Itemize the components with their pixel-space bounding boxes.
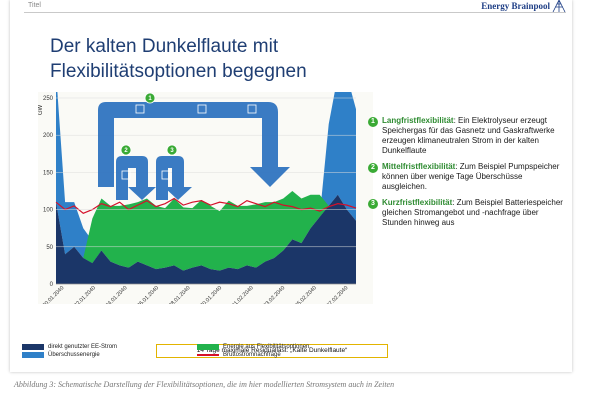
legend-swatch bbox=[197, 344, 219, 350]
title-line-2: Flexibilitätsoptionen begegnen bbox=[50, 61, 307, 82]
legend-label: Überschussenergie bbox=[48, 352, 100, 358]
arrow-short-term bbox=[156, 156, 192, 200]
pumped-storage-icon bbox=[121, 170, 131, 180]
power-plant-icon bbox=[247, 104, 257, 114]
list-item: 3 Kurzfristflexibilität: Zum Beispiel Ba… bbox=[368, 198, 568, 228]
arrow-long-term bbox=[98, 102, 290, 187]
legend-label: Bruttostromnachfrage bbox=[223, 352, 281, 358]
y-tick-label: 0 bbox=[50, 282, 54, 288]
electrolyser-icon bbox=[135, 104, 145, 114]
line-demand bbox=[55, 197, 357, 215]
legend-label: direkt genutzter EE-Strom bbox=[48, 344, 118, 350]
number-badge: 2 bbox=[368, 163, 378, 173]
chart-canvas: 0 50 100 150 200 250 GW 20.01.2040 22.01.2040 24.… bbox=[38, 92, 357, 304]
flexibility-chart: 0 50 100 150 200 250 GW 20.01.2040 22.01.2040 24.… bbox=[38, 92, 388, 358]
number-badge: 1 bbox=[368, 117, 378, 127]
x-tick-label: 03.02.2040 bbox=[263, 285, 287, 304]
pylon-icon bbox=[552, 0, 566, 12]
area-flex bbox=[56, 191, 356, 271]
x-tick-label: 24.01.2040 bbox=[105, 285, 129, 304]
gas-tank-icon bbox=[197, 104, 207, 114]
chart-legend: direkt genutzter EE-Strom Überschussener… bbox=[22, 344, 362, 368]
point-heading: Mittelfristflexibilität bbox=[382, 162, 456, 171]
legend-item-direct: direkt genutzter EE-Strom bbox=[22, 344, 117, 350]
legend-item-surplus: Überschussenergie bbox=[22, 352, 100, 358]
list-item: 2 Mittelfristflexibilität: Zum Beispiel … bbox=[368, 162, 568, 192]
x-tick-label: 22.01.2040 bbox=[73, 285, 97, 304]
y-axis-label: GW bbox=[38, 105, 44, 116]
x-tick-label: 26.01.2040 bbox=[136, 285, 160, 304]
arrow-number: 3 bbox=[170, 148, 174, 154]
arrow-number: 1 bbox=[148, 96, 152, 102]
point-heading: Langfristflexibilität bbox=[382, 116, 454, 125]
x-tick-label: 01.02.2040 bbox=[231, 285, 255, 304]
arrow-number-badge bbox=[166, 144, 178, 156]
page-title: Der kalten Dunkelflaute mit Flexibilität… bbox=[50, 34, 410, 84]
legend-item-demand: Bruttostromnachfrage bbox=[197, 352, 281, 358]
x-tick-label: 07.02.2040 bbox=[326, 285, 350, 304]
slide-label: Titel bbox=[28, 2, 41, 9]
x-tick-label: 20.01.2040 bbox=[42, 285, 66, 304]
y-tick-label: 100 bbox=[43, 208, 54, 214]
list-item: 1 Langfristflexibilität: Ein Elektrolyse… bbox=[368, 116, 568, 156]
number-badge: 3 bbox=[368, 199, 378, 209]
point-text: : Zum Beispiel Pumpspeicher können über … bbox=[382, 162, 560, 191]
title-line-1: Der kalten Dunkelflaute mit bbox=[50, 36, 279, 57]
arrow-number: 2 bbox=[124, 148, 128, 154]
point-text: : Zum Beispiel Batteriespeicher gleichen… bbox=[382, 198, 563, 227]
x-tick-label: 05.02.2040 bbox=[294, 285, 318, 304]
point-text: : Ein Elektrolyseur erzeugt Speichergas … bbox=[382, 116, 555, 155]
point-heading: Kurzfristflexibilität bbox=[382, 198, 453, 207]
legend-swatch bbox=[22, 344, 44, 350]
legend-line bbox=[197, 354, 219, 356]
y-tick-label: 200 bbox=[43, 133, 54, 139]
legend-item-flex: Energie aus Flexibilitätsoptionen bbox=[197, 344, 309, 350]
arrow-mid-term bbox=[116, 156, 156, 200]
y-tick-label: 50 bbox=[46, 245, 53, 251]
header-divider bbox=[24, 12, 566, 13]
slide: Titel Energy Brainpool Der kalten Dunkel… bbox=[10, 0, 572, 372]
y-tick-label: 150 bbox=[43, 170, 54, 176]
explanation-list: 1 Langfristflexibilität: Ein Elektrolyse… bbox=[368, 116, 568, 234]
arrow-number-badge bbox=[120, 144, 132, 156]
x-tick-label: 30.01.2040 bbox=[199, 285, 223, 304]
arrow-number-badge bbox=[144, 92, 156, 104]
y-tick-label: 250 bbox=[43, 96, 54, 102]
figure-caption: Abbildung 3: Schematische Darstellung de… bbox=[14, 380, 395, 389]
legend-label: Energie aus Flexibilitätsoptionen bbox=[223, 344, 310, 350]
area-direct bbox=[56, 194, 356, 284]
legend-swatch bbox=[22, 352, 44, 358]
x-tick-label: 28.01.2040 bbox=[168, 285, 192, 304]
battery-icon bbox=[161, 170, 171, 180]
brand-logo-text: Energy Brainpool bbox=[481, 1, 550, 11]
